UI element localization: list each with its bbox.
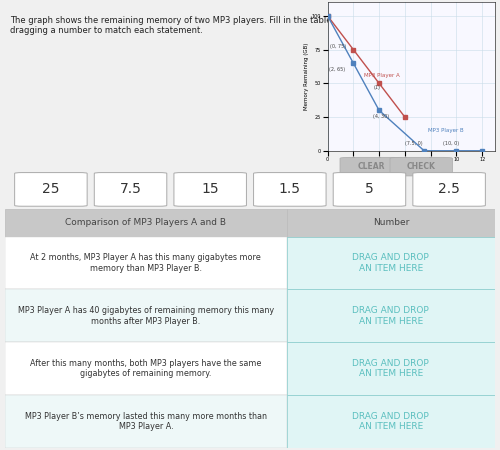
Text: (4, 30): (4, 30)	[372, 114, 388, 119]
Bar	[287, 395, 495, 448]
FancyBboxPatch shape	[174, 173, 246, 206]
Text: At 2 months, MP3 Player A has this many gigabytes more
memory than MP3 Player B.: At 2 months, MP3 Player A has this many …	[30, 253, 261, 273]
FancyBboxPatch shape	[413, 173, 486, 206]
Bar	[5, 395, 287, 448]
FancyBboxPatch shape	[340, 158, 402, 176]
Text: (2, 65): (2, 65)	[329, 67, 345, 72]
Text: MP3 Player B’s memory lasted this many more months than
MP3 Player A.: MP3 Player B’s memory lasted this many m…	[25, 412, 267, 431]
Text: (7.5, 0): (7.5, 0)	[405, 141, 422, 146]
Text: DRAG AND DROP
AN ITEM HERE: DRAG AND DROP AN ITEM HERE	[352, 253, 429, 273]
Bar	[287, 342, 495, 395]
Text: Comparison of MP3 Players A and B: Comparison of MP3 Players A and B	[66, 218, 226, 227]
Text: MP3 Player B: MP3 Player B	[428, 128, 464, 133]
Text: DRAG AND DROP
AN ITEM HERE: DRAG AND DROP AN ITEM HERE	[352, 412, 429, 431]
Text: MP3 Player A: MP3 Player A	[364, 72, 400, 77]
Text: 1.5: 1.5	[279, 182, 301, 196]
Text: MP3 Player A has 40 gigabytes of remaining memory this many
months after MP3 Pla: MP3 Player A has 40 gigabytes of remaini…	[18, 306, 274, 325]
Bar	[5, 289, 287, 342]
Bar	[287, 209, 495, 237]
Bar	[5, 209, 287, 237]
Text: CLEAR: CLEAR	[358, 162, 385, 171]
Text: DRAG AND DROP
AN ITEM HERE: DRAG AND DROP AN ITEM HERE	[352, 306, 429, 325]
FancyBboxPatch shape	[333, 173, 406, 206]
Text: DRAG AND DROP
AN ITEM HERE: DRAG AND DROP AN ITEM HERE	[352, 359, 429, 378]
Text: 7.5: 7.5	[120, 182, 142, 196]
Text: (0, 75): (0, 75)	[330, 44, 346, 49]
Text: 5: 5	[365, 182, 374, 196]
Text: ►: ►	[474, 4, 481, 15]
Y-axis label: Memory Remaining (GB): Memory Remaining (GB)	[304, 43, 309, 110]
Text: CHECK: CHECK	[407, 162, 436, 171]
Bar	[287, 289, 495, 342]
Text: 2.5: 2.5	[438, 182, 460, 196]
Text: After this many months, both MP3 players have the same
gigabytes of remaining me: After this many months, both MP3 players…	[30, 359, 262, 378]
Text: (10, 0): (10, 0)	[444, 141, 460, 146]
Text: The graph shows the remaining memory of two MP3 players. Fill in the table by
dr: The graph shows the remaining memory of …	[10, 15, 344, 35]
Text: (1): (1)	[374, 85, 381, 90]
Text: 25: 25	[42, 182, 60, 196]
Text: Number: Number	[372, 218, 409, 227]
FancyBboxPatch shape	[94, 173, 167, 206]
Bar	[5, 237, 287, 289]
X-axis label: Time (months): Time (months)	[391, 165, 432, 170]
Bar	[287, 237, 495, 289]
Bar	[5, 342, 287, 395]
FancyBboxPatch shape	[390, 158, 452, 176]
FancyBboxPatch shape	[254, 173, 326, 206]
Text: 15: 15	[202, 182, 219, 196]
FancyBboxPatch shape	[14, 173, 87, 206]
